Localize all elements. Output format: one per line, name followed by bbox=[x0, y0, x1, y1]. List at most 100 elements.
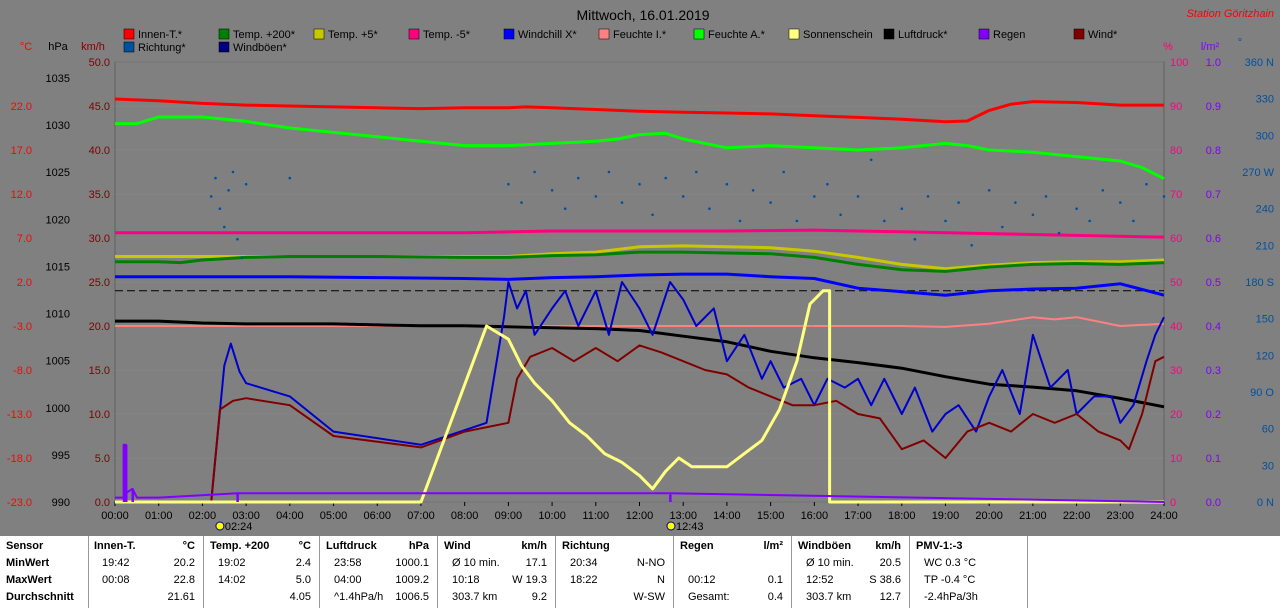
legend-label: Richtung* bbox=[138, 42, 186, 54]
percent-tick-label: 40 bbox=[1170, 321, 1182, 333]
stats-panel-luftdruck: Luftdruck hPa 23:58 1000.1 04:00 1009.2 ^1.4hP… bbox=[320, 536, 438, 608]
direction-point bbox=[223, 225, 226, 229]
weather-chart: Mittwoch, 16.01.2019 Station Göritzhain … bbox=[7, 7, 1275, 533]
legend-label: Windchill X* bbox=[518, 29, 577, 41]
stats-panel-unit: °C bbox=[182, 540, 195, 552]
rain-axis-header: l/m² bbox=[1201, 41, 1220, 53]
kmh-axis-header: km/h bbox=[81, 41, 105, 53]
hpa-tick-label: 995 bbox=[52, 450, 70, 462]
x-tick-label: 09:00 bbox=[495, 510, 523, 522]
celsius-tick-label: 12.0 bbox=[11, 189, 32, 201]
kmh-tick-label: 30.0 bbox=[89, 233, 110, 245]
rain-tick-label: 0.7 bbox=[1206, 189, 1221, 201]
stats-cell-value: 2.4 bbox=[295, 557, 311, 569]
dir-tick-label: 120 bbox=[1256, 350, 1274, 362]
stats-cell-label: Ø 10 min. bbox=[806, 557, 854, 569]
percent-tick-label: 20 bbox=[1170, 409, 1182, 421]
stats-cell-label: 303.7 km bbox=[452, 591, 498, 603]
rain-bar bbox=[124, 444, 128, 502]
stats-cell-label: 14:02 bbox=[218, 574, 246, 586]
rain-tick-label: 0.3 bbox=[1206, 365, 1221, 377]
stats-cell-label: Ø 10 min. bbox=[452, 557, 500, 569]
celsius-tick-label: 7.0 bbox=[17, 233, 32, 245]
series-innen-t bbox=[114, 97, 1164, 124]
stats-cell-value: 17.1 bbox=[525, 557, 547, 569]
stats-panel-title: Regen bbox=[680, 540, 714, 552]
direction-point bbox=[751, 189, 755, 192]
direction-point bbox=[869, 158, 873, 162]
direction-point bbox=[240, 256, 244, 259]
percent-tick-label: 60 bbox=[1170, 233, 1182, 245]
stats-panel-title: Richtung bbox=[562, 540, 610, 552]
series-temp-200 bbox=[115, 250, 1165, 273]
kmh-tick-label: 40.0 bbox=[89, 145, 110, 157]
rain-bar bbox=[131, 488, 134, 502]
hpa-tick-label: 1035 bbox=[46, 73, 70, 85]
direction-point bbox=[883, 219, 886, 223]
series-sonnenschein bbox=[115, 289, 1164, 504]
stats-cell-label: 04:00 bbox=[334, 574, 362, 586]
x-tick-label: 06:00 bbox=[363, 510, 391, 522]
stats-panel-regen: Regen l/m² 00:12 0.1 Gesamt: 0.4 bbox=[674, 536, 792, 608]
series-windb-en bbox=[210, 281, 1165, 503]
rain-tick-label: 0.6 bbox=[1206, 233, 1221, 245]
rain-tick-label: 0.9 bbox=[1206, 101, 1221, 113]
stats-cell-value: S 38.6 bbox=[869, 574, 901, 586]
percent-tick-label: 100 bbox=[1170, 57, 1188, 69]
x-tick-label: 14:00 bbox=[713, 510, 741, 522]
stats-panel-title: Luftdruck bbox=[326, 540, 377, 552]
x-tick-label: 10:00 bbox=[538, 510, 566, 522]
stats-cell-value: N-NO bbox=[636, 557, 665, 569]
celsius-axis-header: °C bbox=[20, 41, 32, 53]
dir-tick-label: 60 bbox=[1262, 424, 1274, 436]
direction-point bbox=[550, 189, 554, 192]
kmh-tick-label: 50.0 bbox=[89, 57, 110, 69]
percent-tick-label: 90 bbox=[1170, 101, 1182, 113]
event-mark-label: 02:24 bbox=[225, 521, 253, 533]
direction-point bbox=[520, 201, 523, 204]
x-tick-label: 20:00 bbox=[975, 510, 1003, 522]
direction-point bbox=[900, 207, 904, 210]
celsius-tick-label: -13.0 bbox=[7, 409, 32, 421]
series-windchill-x bbox=[115, 272, 1165, 297]
rain-tick-label: 1.0 bbox=[1206, 57, 1221, 69]
hpa-tick-label: 1005 bbox=[46, 356, 70, 368]
stats-panel-title: PMV-1:-3 bbox=[916, 540, 963, 552]
x-tick-label: 23:00 bbox=[1107, 510, 1135, 522]
x-tick-label: 16:00 bbox=[801, 510, 829, 522]
dir-tick-label: 150 bbox=[1256, 314, 1274, 326]
direction-point bbox=[236, 237, 239, 241]
direction-point bbox=[1075, 207, 1078, 210]
legend-label: Temp. +5* bbox=[328, 29, 379, 41]
celsius-tick-label: -8.0 bbox=[13, 365, 32, 377]
rain-tick-label: 0.5 bbox=[1206, 277, 1221, 289]
direction-point bbox=[1119, 201, 1122, 204]
direction-point bbox=[214, 176, 217, 180]
dir-tick-label: 0 N bbox=[1257, 497, 1274, 509]
direction-point bbox=[507, 182, 510, 186]
legend-swatch bbox=[408, 28, 420, 40]
x-tick-label: 18:00 bbox=[888, 510, 916, 522]
stats-cell-label: 19:02 bbox=[218, 557, 246, 569]
stats-cell-value: 20.2 bbox=[173, 557, 195, 569]
direction-point bbox=[944, 219, 947, 223]
kmh-tick-label: 25.0 bbox=[89, 277, 110, 289]
legend-swatch bbox=[123, 28, 135, 40]
direction-point bbox=[1088, 219, 1091, 223]
direction-point bbox=[708, 207, 711, 210]
direction-point bbox=[926, 195, 930, 198]
stats-panel-pmv-1-3: PMV-1:-3 WC 0.3 °C TP -0.4 °C -2.4hPa/3h bbox=[910, 536, 1028, 608]
hpa-tick-label: 1020 bbox=[46, 214, 70, 226]
direction-point bbox=[1031, 213, 1035, 217]
series-layer bbox=[114, 97, 1166, 504]
legend-label: Temp. -5* bbox=[423, 29, 471, 41]
event-mark-label: 12:43 bbox=[676, 521, 704, 533]
direction-point bbox=[913, 237, 917, 241]
x-tick-label: 19:00 bbox=[932, 510, 960, 522]
legend-label: Feuchte I.* bbox=[613, 29, 667, 41]
hpa-tick-label: 990 bbox=[52, 497, 70, 509]
x-tick-label: 22:00 bbox=[1063, 510, 1091, 522]
legend-swatch bbox=[218, 41, 230, 53]
stats-cell-value: W 19.3 bbox=[512, 574, 547, 586]
direction-point bbox=[594, 195, 598, 198]
